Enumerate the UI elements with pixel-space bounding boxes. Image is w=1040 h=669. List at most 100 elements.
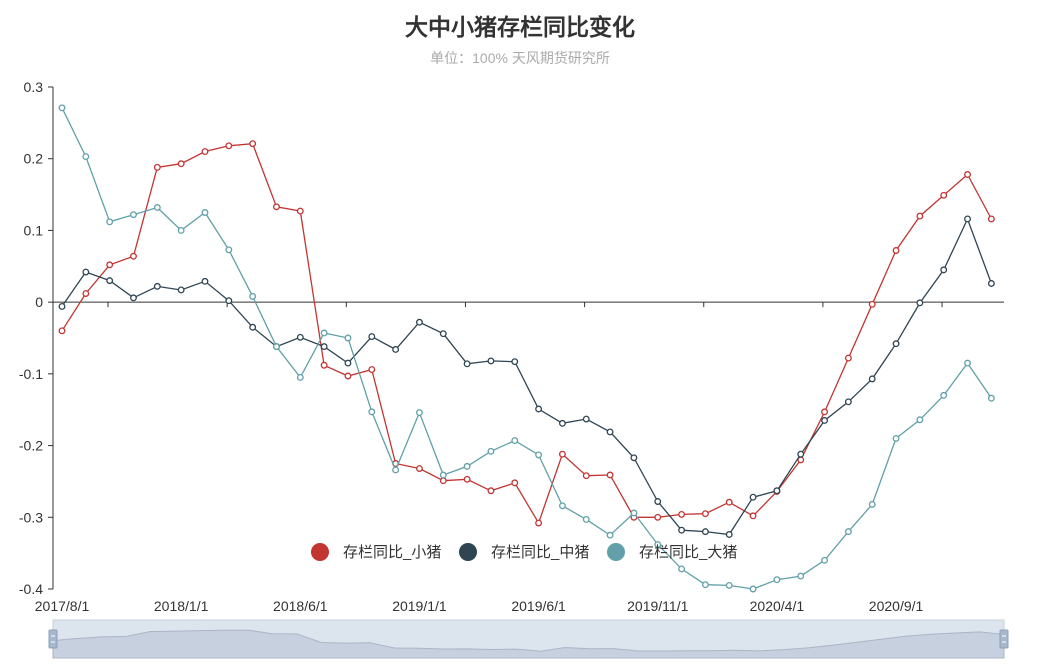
data-point[interactable] (868, 300, 876, 308)
data-point[interactable] (654, 541, 662, 548)
data-point[interactable] (725, 581, 733, 589)
data-point[interactable] (844, 398, 852, 406)
data-point[interactable] (558, 502, 566, 510)
data-point[interactable] (821, 556, 829, 564)
data-point[interactable] (416, 318, 423, 326)
data-point[interactable] (463, 360, 471, 368)
data-point[interactable] (416, 465, 423, 472)
data-point[interactable] (987, 394, 995, 402)
data-point[interactable] (82, 153, 90, 161)
data-point[interactable] (296, 373, 304, 381)
data-point[interactable] (606, 471, 614, 479)
data-point[interactable] (916, 416, 924, 424)
data-point[interactable] (487, 447, 495, 455)
data-point[interactable] (749, 512, 757, 520)
data-zoom-slider[interactable] (48, 619, 1009, 659)
data-point[interactable] (463, 475, 471, 483)
data-point[interactable] (821, 417, 829, 424)
data-point[interactable] (106, 261, 114, 269)
data-point[interactable] (987, 280, 995, 287)
data-point[interactable] (511, 358, 519, 366)
data-point[interactable] (606, 428, 614, 436)
data-point[interactable] (606, 531, 614, 539)
data-point[interactable] (844, 528, 852, 536)
data-point[interactable] (201, 277, 209, 285)
data-point[interactable] (153, 282, 161, 290)
data-point[interactable] (821, 408, 829, 416)
data-point[interactable] (940, 266, 948, 274)
data-point[interactable] (964, 171, 971, 178)
data-point[interactable] (964, 215, 971, 223)
data-point[interactable] (701, 510, 709, 518)
data-point[interactable] (416, 409, 423, 417)
data-point[interactable] (630, 454, 638, 462)
data-point[interactable] (130, 294, 137, 302)
data-point[interactable] (678, 510, 686, 518)
data-point[interactable] (916, 299, 924, 307)
data-point[interactable] (439, 477, 447, 485)
data-point[interactable] (439, 471, 447, 479)
data-point[interactable] (249, 292, 257, 300)
data-point[interactable] (773, 576, 781, 584)
data-point[interactable] (749, 585, 757, 593)
data-point[interactable] (678, 526, 686, 534)
data-point[interactable] (153, 163, 161, 171)
data-point[interactable] (130, 211, 137, 219)
data-point[interactable] (344, 359, 352, 367)
data-point[interactable] (296, 333, 304, 341)
data-point[interactable] (582, 415, 590, 423)
data-point[interactable] (392, 346, 400, 353)
data-point[interactable] (344, 372, 352, 380)
data-point[interactable] (916, 212, 924, 220)
data-point[interactable] (511, 437, 519, 445)
data-point[interactable] (535, 405, 543, 413)
data-point[interactable] (892, 247, 900, 254)
legend-item-3[interactable]: 存栏同比_大猪 (607, 543, 737, 561)
slider-handle-right[interactable] (999, 629, 1009, 649)
data-point[interactable] (463, 462, 471, 470)
data-point[interactable] (273, 343, 280, 351)
data-point[interactable] (177, 286, 185, 294)
data-point[interactable] (725, 531, 733, 538)
data-point[interactable] (535, 451, 543, 459)
data-point[interactable] (797, 450, 805, 458)
data-point[interactable] (106, 277, 114, 285)
data-point[interactable] (177, 226, 185, 234)
data-point[interactable] (654, 498, 662, 505)
data-point[interactable] (725, 498, 733, 506)
data-point[interactable] (58, 302, 66, 310)
handle-grip[interactable] (48, 629, 58, 649)
data-point[interactable] (439, 330, 447, 338)
legend-item-2[interactable]: 存栏同比_中猪 (459, 543, 589, 561)
data-point[interactable] (749, 493, 757, 501)
data-point[interactable] (487, 357, 495, 365)
data-point[interactable] (273, 203, 280, 211)
data-point[interactable] (320, 343, 328, 351)
data-point[interactable] (130, 252, 137, 260)
data-point[interactable] (225, 297, 233, 305)
data-point[interactable] (940, 391, 948, 399)
data-point[interactable] (249, 323, 257, 331)
data-point[interactable] (844, 354, 852, 362)
data-point[interactable] (320, 361, 328, 369)
data-point[interactable] (868, 375, 876, 383)
data-point[interactable] (964, 359, 971, 367)
data-point[interactable] (296, 207, 304, 215)
slider-handle-left[interactable] (48, 629, 58, 649)
data-point[interactable] (892, 340, 900, 348)
data-point[interactable] (678, 565, 686, 573)
data-point[interactable] (320, 329, 328, 337)
data-point[interactable] (177, 160, 185, 168)
data-point[interactable] (701, 581, 709, 589)
data-point[interactable] (940, 191, 948, 199)
data-point[interactable] (511, 479, 519, 487)
legend-item-1[interactable]: 存栏同比_小猪 (311, 543, 441, 561)
data-point[interactable] (535, 519, 543, 527)
data-point[interactable] (630, 509, 638, 517)
data-point[interactable] (868, 500, 876, 508)
data-point[interactable] (201, 148, 209, 155)
data-point[interactable] (82, 290, 90, 297)
handle-grip[interactable] (999, 629, 1009, 649)
data-point[interactable] (701, 528, 709, 536)
data-point[interactable] (558, 419, 566, 427)
